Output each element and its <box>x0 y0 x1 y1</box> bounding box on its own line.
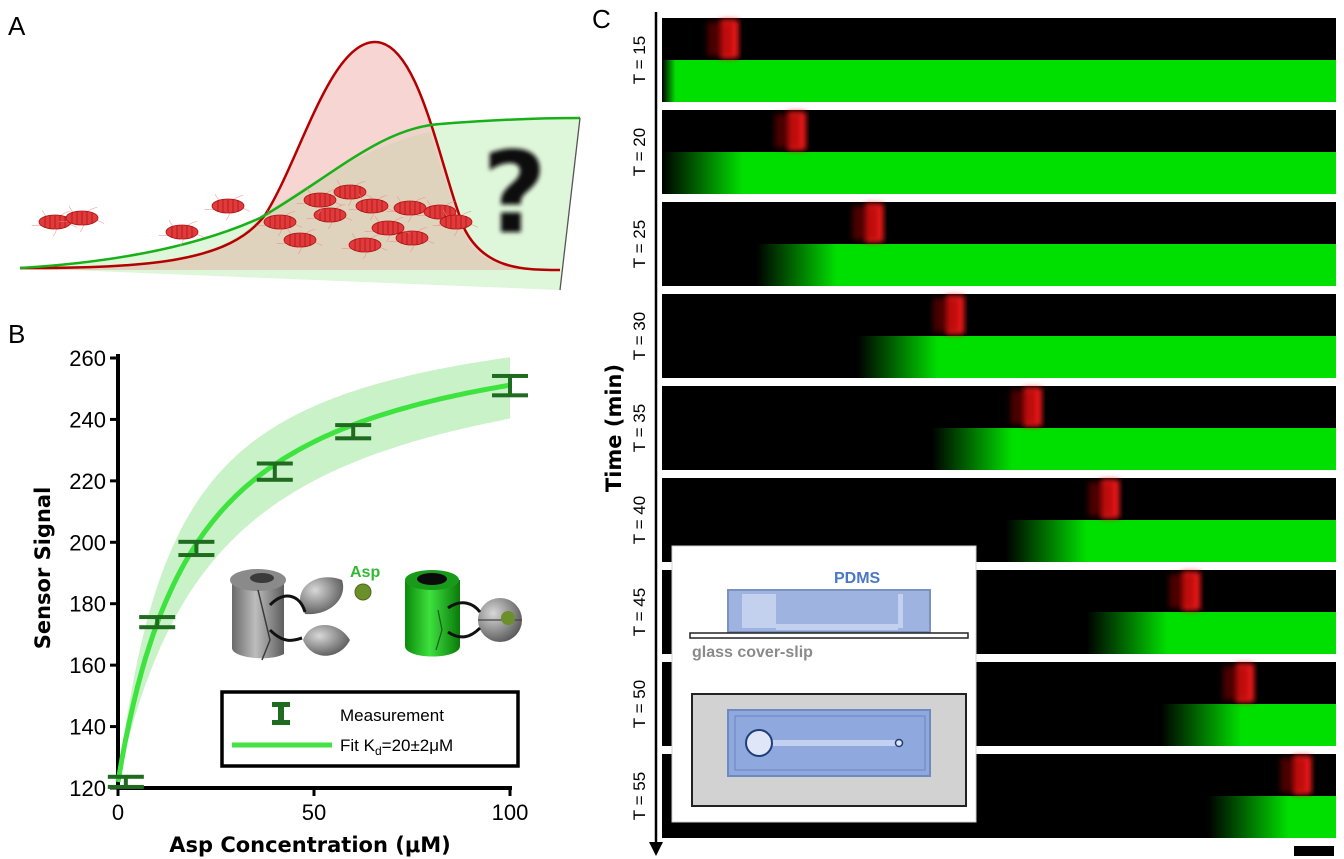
y-tick-label: 180 <box>69 592 106 617</box>
bacterium <box>276 228 323 255</box>
bacteria-cluster <box>31 180 479 260</box>
bacterium <box>58 206 105 233</box>
glass-label: glass cover-slip <box>692 644 813 661</box>
panel-c-label: C <box>592 4 611 34</box>
legend-fit-label: Fit Kd=20±2μM <box>340 736 453 758</box>
gradient-edge <box>559 117 581 291</box>
x-tick-label: 50 <box>302 800 326 825</box>
y-tick-label: 160 <box>69 653 106 678</box>
kymograph-strip: T = 25 <box>630 202 1336 286</box>
bacterium <box>388 226 435 253</box>
bacterium <box>341 233 388 260</box>
scale-bar <box>1294 846 1334 856</box>
bacterium <box>364 216 411 243</box>
fit-line <box>115 382 511 783</box>
measurement-point <box>335 423 372 441</box>
fit-curve <box>115 382 511 783</box>
y-tick-label: 220 <box>69 469 106 494</box>
time-axis-arrow <box>649 842 663 856</box>
bacterium <box>204 194 251 221</box>
bacterium <box>158 220 205 247</box>
time-label: T = 40 <box>630 496 649 544</box>
time-axis-title: Time (min) <box>602 364 626 492</box>
y-axis-title: Sensor Signal <box>31 487 55 650</box>
bacterium <box>326 180 373 207</box>
question-mark: ? <box>482 129 547 259</box>
panel-a: A ? <box>8 11 581 291</box>
chart-legend: Measurement Fit Kd=20±2μM <box>220 690 520 768</box>
measurement-point <box>178 539 215 558</box>
time-label: T = 15 <box>630 36 649 84</box>
measurement-point <box>107 774 144 789</box>
gradient-curve <box>19 116 581 270</box>
time-label: T = 55 <box>630 772 649 820</box>
measurement-point <box>139 615 176 630</box>
x-tick-label: 100 <box>492 800 529 825</box>
y-tick-label: 120 <box>69 776 106 801</box>
device-inset: PDMS glass cover-slip <box>671 545 977 823</box>
x-axis-title: Asp Concentration (μM) <box>169 833 451 857</box>
bacterium <box>348 194 395 221</box>
time-label: T = 25 <box>630 220 649 268</box>
sensor-closed-illustration <box>405 570 522 657</box>
attractant-gradient <box>662 428 1336 470</box>
asp-label: Asp <box>350 564 380 581</box>
time-label: T = 35 <box>630 404 649 452</box>
cover-slip <box>689 632 969 639</box>
attractant-gradient <box>662 152 1336 194</box>
measurement-points <box>107 373 528 789</box>
legend-measurement-label: Measurement <box>340 706 444 725</box>
measurement-point <box>492 373 528 398</box>
binding-curve-axes: 120 140 160 180 200 220 240 260 0 50 100 <box>69 346 528 825</box>
panel-b-label: B <box>8 319 25 349</box>
kymograph-strip: T = 20 <box>630 110 1336 194</box>
time-label: T = 30 <box>630 312 649 360</box>
pdms-label: PDMS <box>834 570 881 587</box>
attractant-gradient <box>662 244 1336 286</box>
kymograph-strip: T = 30 <box>630 294 1336 378</box>
attractant-gradient <box>662 60 1336 102</box>
time-label: T = 45 <box>630 588 649 636</box>
sensor-open-illustration: Asp <box>230 564 380 661</box>
legend-measurement-icon <box>272 702 290 725</box>
time-label: T = 20 <box>630 128 649 176</box>
measurement-point <box>256 461 293 482</box>
attractant-gradient <box>662 336 1336 378</box>
panel-a-label: A <box>8 11 26 41</box>
bacterium <box>386 196 433 223</box>
bacterium <box>432 210 479 237</box>
density-curve <box>19 40 561 272</box>
bacterium <box>256 210 303 237</box>
kymograph-strip: T = 35 <box>630 386 1336 470</box>
y-tick-label: 260 <box>69 346 106 371</box>
time-label: T = 50 <box>630 680 649 728</box>
kymograph-strip: T = 15 <box>630 18 1336 102</box>
panel-c: C Time (min) T = 15 T = 20 T = 25 T = 30 T =… <box>592 4 1336 856</box>
y-tick-label: 140 <box>69 715 106 740</box>
y-tick-label: 240 <box>69 407 106 432</box>
bacterium <box>296 188 343 215</box>
bacterium <box>306 203 353 230</box>
kymograph-strip: T = 40 <box>630 478 1336 562</box>
panel-b: B 120 140 160 180 200 220 240 260 0 50 100 Sensor … <box>8 319 528 857</box>
y-tick-label: 200 <box>69 530 106 555</box>
x-tick-label: 0 <box>112 800 124 825</box>
